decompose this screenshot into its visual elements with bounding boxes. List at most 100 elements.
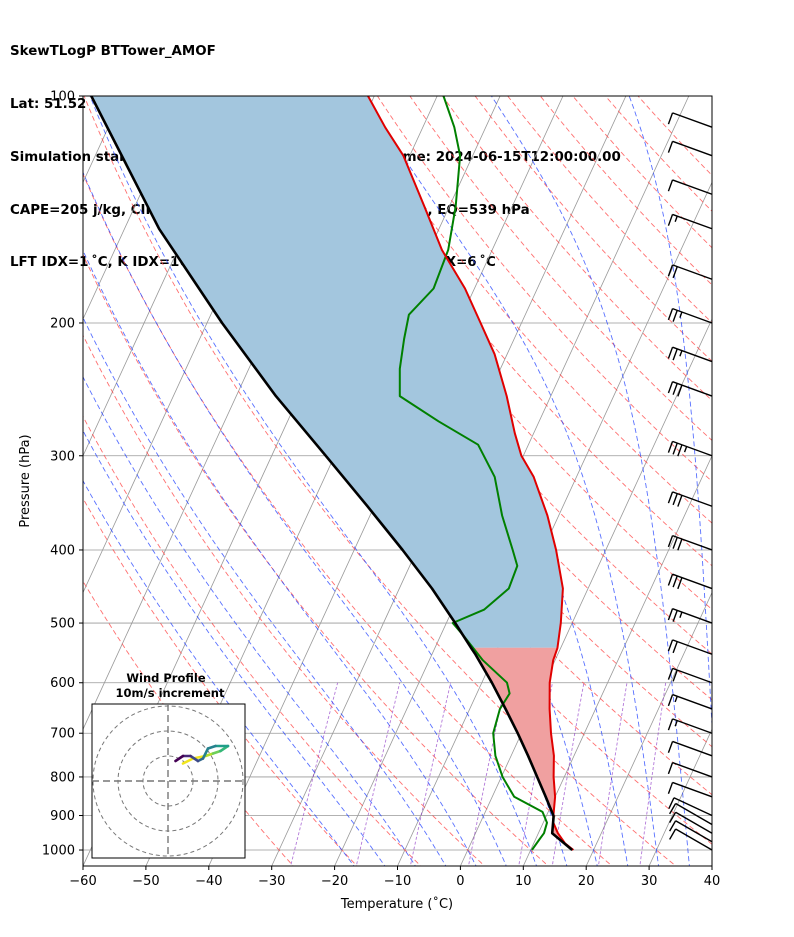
- wind-barb-flag-full: [667, 264, 674, 277]
- wind-barb: [667, 608, 713, 624]
- wind-barb: [667, 491, 713, 507]
- wind-barb-flag-full: [672, 610, 678, 622]
- mixing-ratio-line: [518, 682, 553, 866]
- moist-adiabat-line: [362, 96, 659, 866]
- wind-barb-flag-full: [667, 441, 674, 453]
- moist-adiabat-line: [83, 479, 355, 866]
- wind-barb-flag-full: [667, 346, 674, 359]
- wind-barb-flag-full: [677, 444, 683, 457]
- x-tick-label: 30: [641, 874, 658, 889]
- wind-barb-flag-full: [669, 803, 677, 815]
- wind-barb-shaft: [672, 213, 713, 230]
- wind-barb-flag-full: [667, 179, 674, 192]
- y-tick-label: 400: [50, 543, 75, 558]
- wind-barb: [667, 693, 713, 710]
- y-tick-label: 700: [50, 727, 75, 742]
- moist-adiabat-line: [83, 171, 507, 866]
- wind-barb-flag-half: [674, 720, 678, 727]
- isotherm-line: [83, 96, 186, 321]
- y-tick-label: 1000: [42, 844, 75, 859]
- wind-barb: [667, 213, 713, 230]
- wind-barb-shaft: [672, 639, 713, 655]
- x-axis-label: Temperature (˚C): [340, 896, 453, 912]
- wind-barb-shaft: [672, 573, 713, 590]
- hodograph-subtitle: 10m/s increment: [116, 686, 225, 700]
- wind-barb-flag-full: [669, 820, 677, 832]
- wind-barb-flag-full: [677, 538, 683, 551]
- wind-barb: [667, 264, 713, 280]
- x-tick-label: −60: [69, 874, 96, 889]
- wind-barb: [667, 140, 713, 157]
- wind-barb-shaft: [672, 140, 713, 157]
- dewpoint-profile: [398, 96, 548, 851]
- dry-adiabat-line: [83, 334, 486, 866]
- parcel-profile: [90, 96, 574, 851]
- dry-adiabat-line: [83, 415, 422, 866]
- wind-barb-flag-half: [679, 611, 683, 618]
- moist-adiabat-line: [83, 249, 477, 866]
- moist-adiabat-line: [628, 96, 712, 733]
- wind-barb-shaft: [672, 381, 713, 397]
- moist-adiabat-line: [83, 316, 447, 866]
- wind-barb-shaft: [672, 667, 713, 684]
- wind-barb-flag-half: [679, 311, 683, 318]
- wind-barb-flag-full: [672, 641, 678, 654]
- y-tick-label: 600: [50, 676, 75, 691]
- y-tick-label: 900: [50, 809, 75, 824]
- x-tick-label: −20: [321, 874, 348, 889]
- wind-barb-flag-full: [672, 266, 678, 279]
- wind-barb: [667, 740, 713, 757]
- hodograph-segment: [206, 744, 217, 750]
- hodograph-title: Wind Profile: [126, 671, 206, 685]
- hodograph-segment: [204, 752, 215, 758]
- cape-area-shading: [91, 96, 563, 648]
- wind-barb-shaft: [675, 828, 713, 851]
- wind-barb: [667, 639, 713, 655]
- wind-barb-flag-full: [672, 348, 678, 361]
- wind-barb: [667, 346, 713, 363]
- wind-barb-shaft: [672, 307, 713, 324]
- wind-barb-shaft: [672, 740, 713, 757]
- wind-barb-flag-full: [668, 797, 675, 809]
- x-tick-label: 0: [456, 874, 464, 889]
- wind-barb: [667, 112, 713, 128]
- y-tick-label: 200: [50, 316, 75, 331]
- wind-barb-flag-full: [667, 573, 674, 586]
- wind-barb-flag-full: [667, 741, 674, 753]
- wind-barb: [669, 820, 713, 843]
- dry-adiabat-line: [572, 96, 712, 249]
- wind-barb-shaft: [675, 811, 713, 834]
- wind-barb-flag-full: [667, 491, 674, 504]
- wind-barb-flag-full: [672, 669, 678, 682]
- wind-barb-shaft: [672, 264, 713, 280]
- wind-barb: [667, 534, 713, 551]
- wind-barb-flag-full: [667, 694, 674, 707]
- wind-barb-flag-full: [672, 383, 678, 395]
- wind-barb: [667, 573, 713, 590]
- x-tick-label: −50: [132, 874, 159, 889]
- hodograph-segment: [189, 754, 200, 763]
- wind-barb: [667, 307, 713, 324]
- mixing-ratio-line: [468, 682, 506, 866]
- wind-barb-flag-full: [672, 537, 678, 549]
- wind-barb-shaft: [672, 781, 713, 798]
- y-tick-label: 100: [50, 90, 75, 105]
- wind-barb-flag-half: [683, 446, 688, 453]
- wind-barb: [669, 802, 713, 826]
- mixing-ratio-line: [597, 682, 628, 866]
- hodograph-segment: [201, 747, 210, 760]
- wind-barb-flag-full: [667, 535, 674, 548]
- mixing-ratio-line: [290, 682, 339, 866]
- mixing-ratio-line: [409, 682, 452, 866]
- y-tick-label: 500: [50, 617, 75, 632]
- wind-barb-shaft: [672, 693, 713, 710]
- y-axis-label: Pressure (hPa): [18, 434, 33, 527]
- wind-barb-flag-full: [677, 577, 683, 590]
- wind-barb-flag-full: [667, 308, 674, 321]
- moist-adiabat-line: [265, 96, 629, 866]
- wind-barb: [669, 828, 713, 851]
- wind-barb-shaft: [672, 608, 713, 624]
- wind-barb: [667, 667, 713, 684]
- wind-barb: [667, 761, 713, 778]
